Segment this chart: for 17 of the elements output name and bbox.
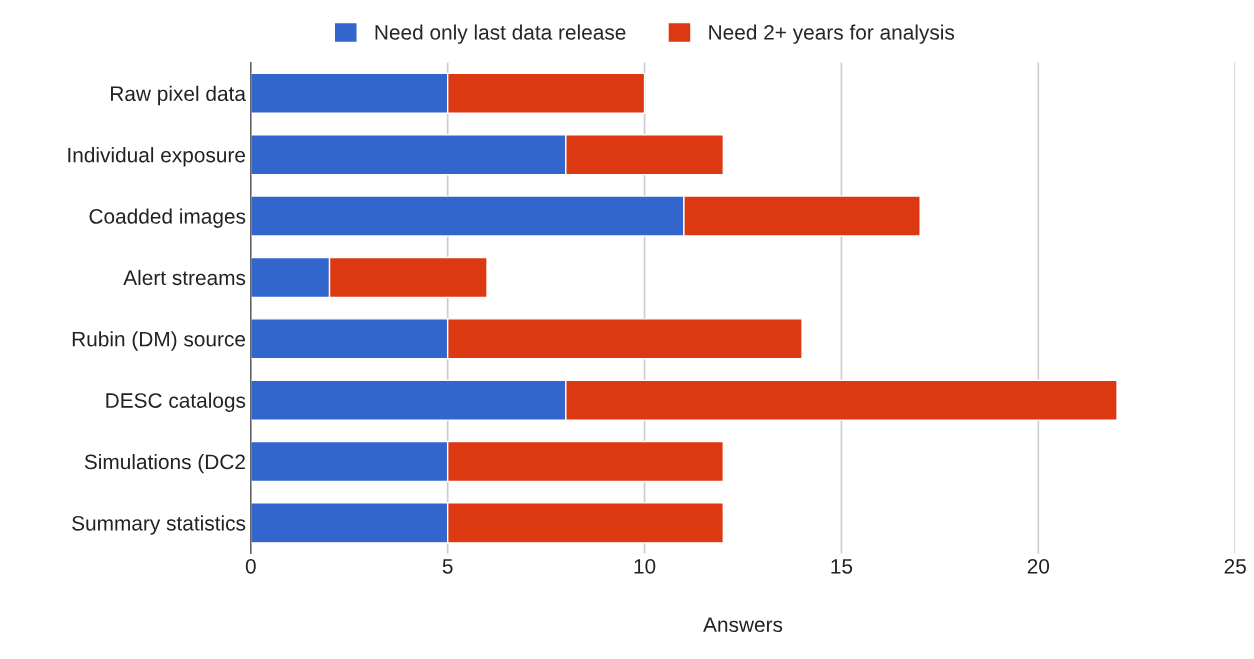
y-tick-label: Alert streams (123, 269, 246, 286)
x-tick-label: 20 (1027, 558, 1050, 574)
x-tick-label: 5 (442, 559, 453, 574)
x-axis-title: Answers (703, 617, 783, 633)
legend-label: Need only last data release (375, 24, 626, 44)
x-tick-label: 10 (634, 558, 656, 574)
y-tick-label: Coadded images (89, 208, 246, 228)
y-tick-label: DESC catalogs (106, 392, 246, 413)
x-tick-label: 15 (831, 559, 853, 574)
y-tick-label: Rubin (DM) source (72, 331, 246, 351)
y-tick-label: Raw pixel data (111, 85, 246, 106)
legend-label: Need 2+ years for analysis (709, 24, 955, 44)
y-tick-label: Simulations (DC2 (84, 453, 245, 474)
x-tick-label: 25 (1224, 558, 1246, 574)
y-tick-label: Individual exposure (68, 147, 246, 167)
x-tick-label: 0 (245, 558, 256, 574)
y-tick-label: Summary statistics (72, 515, 246, 535)
